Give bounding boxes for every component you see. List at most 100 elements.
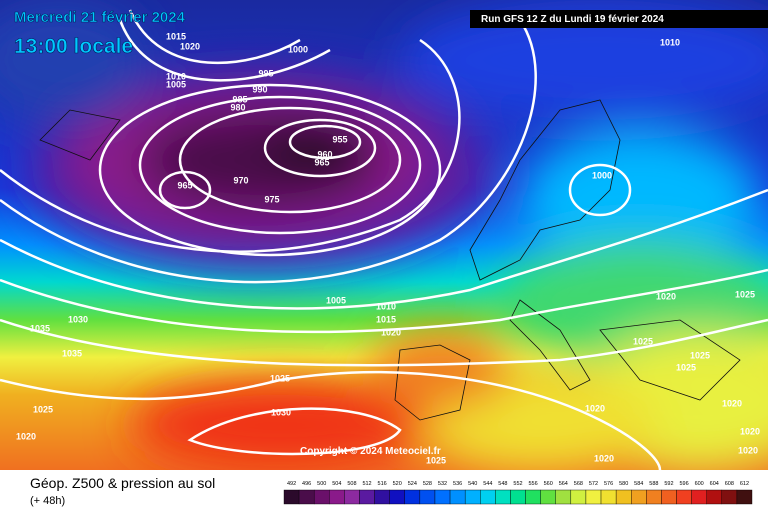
scale-cell [646, 489, 662, 505]
isobar-label: 1025 [633, 336, 653, 346]
run-box [470, 10, 768, 28]
scale-label: 612 [740, 481, 749, 487]
scale-label: 528 [423, 481, 432, 487]
scale-label: 544 [483, 481, 492, 487]
isobar-label: 1020 [594, 453, 614, 463]
scale-cell [736, 489, 753, 505]
scale-label: 532 [438, 481, 447, 487]
scale-label: 588 [649, 481, 658, 487]
scale-cell [721, 489, 738, 505]
scale-label: 552 [513, 481, 522, 487]
scale-cell [676, 489, 692, 505]
scale-cell [419, 489, 436, 505]
isobar-label: 1025 [270, 373, 290, 383]
forecast-time: 13:00 locale [14, 35, 133, 58]
scale-cell [389, 489, 405, 505]
map: 1015 1020 1000 995 990 985 980 1010 1005… [0, 0, 768, 470]
isobar-label: 965 [314, 157, 329, 167]
scale-label: 520 [393, 481, 402, 487]
isobar-label: 1020 [180, 41, 200, 51]
isobar-label: 1020 [585, 403, 605, 413]
isobar-label: 1020 [381, 327, 401, 337]
isobar-label: 975 [264, 194, 279, 204]
caption-title: Géop. Z500 & pression au sol [30, 475, 215, 491]
isobar-label: 990 [252, 84, 267, 94]
isobar-label: 1005 [326, 295, 346, 305]
isobar-label: 1015 [166, 31, 186, 41]
scale-label: 592 [664, 481, 673, 487]
scale-label: 516 [378, 481, 387, 487]
isobar-label: 1025 [735, 289, 755, 299]
scale-label: 548 [498, 481, 507, 487]
isobar-label: 1000 [288, 44, 308, 54]
isobar-label: 1010 [166, 71, 186, 81]
isobar-label: 1015 [376, 314, 396, 324]
scale-cell [615, 489, 632, 505]
scale-label: 572 [589, 481, 598, 487]
isobar-labels: 1015 1020 1000 995 990 985 980 1010 1005… [16, 31, 760, 465]
coastlines [39, 99, 741, 421]
isobar-label: 1030 [271, 407, 291, 417]
isobar-label: 1020 [656, 291, 676, 301]
scale-label: 500 [317, 481, 326, 487]
scale-label: 596 [679, 481, 688, 487]
scale-cell [449, 489, 466, 505]
isobar-label: 1010 [660, 37, 680, 47]
scale-label: 508 [347, 481, 356, 487]
isobar-label: 1025 [690, 350, 710, 360]
scale-label: 564 [559, 481, 568, 487]
scale-label: 496 [302, 481, 311, 487]
scale-label: 580 [619, 481, 628, 487]
isobars [0, 9, 768, 470]
isobar-label: 1035 [62, 348, 82, 358]
scale-label: 524 [408, 481, 417, 487]
scale-label: 576 [604, 481, 613, 487]
scale-cell [480, 489, 496, 505]
scale-cell [540, 489, 556, 505]
scale-label: 536 [453, 481, 462, 487]
scale-cell [283, 489, 300, 505]
scale-label: 504 [332, 481, 341, 487]
isobar-label: 1005 [166, 79, 186, 89]
scale-cell [631, 489, 647, 505]
isobar-label: 1020 [738, 445, 758, 455]
isobar-label: 1000 [592, 170, 612, 180]
scale-cell [374, 489, 390, 505]
isobar-label: 1025 [676, 362, 696, 372]
scale-cell [706, 489, 723, 505]
isobar-label: 1010 [376, 301, 396, 311]
scale-cell [344, 489, 360, 505]
isobar-label: 1025 [33, 404, 53, 414]
scale-label: 608 [725, 481, 734, 487]
isobar-label: 955 [332, 134, 347, 144]
scale-cell [691, 489, 707, 505]
scale-cell [495, 489, 511, 505]
scale-cell [525, 489, 541, 505]
scale-cell [510, 489, 526, 505]
scale-label: 600 [695, 481, 704, 487]
scale-cell [313, 489, 330, 505]
scale-label: 556 [529, 481, 538, 487]
isobar-label: 1025 [426, 455, 446, 465]
scale-label: 492 [287, 481, 296, 487]
scale-label: 540 [468, 481, 477, 487]
scale-cell [329, 489, 345, 505]
isobar-label: 1035 [30, 323, 50, 333]
scale-cell [434, 489, 451, 505]
isobar-label: 995 [258, 68, 273, 78]
scale-cell [404, 489, 421, 505]
forecast-date: Mercredi 21 février 2024 [14, 9, 186, 26]
copyright: Copyright © 2024 Meteociel.fr [300, 446, 441, 457]
color-scale: 492 496 500 504 508 512 516 520 524 528 532 536 540 5… [283, 481, 753, 505]
scale-cell [570, 489, 587, 505]
isobar-label: 1020 [740, 426, 760, 436]
scale-label: 584 [634, 481, 643, 487]
isobar-label: 980 [230, 102, 245, 112]
scale-label: 568 [574, 481, 583, 487]
run-label: Run GFS 12 Z du Lundi 19 février 2024 [481, 14, 664, 25]
scale-cell [359, 489, 375, 505]
scale-cell [555, 489, 572, 505]
isobar-label: 1020 [16, 431, 36, 441]
scale-label: 512 [362, 481, 371, 487]
